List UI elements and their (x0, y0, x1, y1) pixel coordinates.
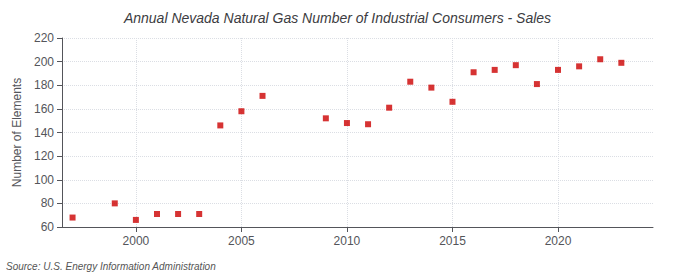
svg-text:140: 140 (34, 126, 54, 140)
svg-text:Source: U.S. Energy Informatio: Source: U.S. Energy Information Administ… (6, 261, 216, 272)
svg-text:2005: 2005 (228, 234, 255, 248)
svg-text:80: 80 (41, 196, 55, 210)
svg-text:Annual Nevada Natural Gas Numb: Annual Nevada Natural Gas Number of Indu… (123, 10, 551, 26)
svg-text:60: 60 (41, 220, 55, 234)
svg-text:200: 200 (34, 55, 54, 69)
svg-text:180: 180 (34, 78, 54, 92)
svg-text:220: 220 (34, 31, 54, 45)
svg-text:Number of Elements: Number of Elements (10, 78, 24, 187)
svg-text:120: 120 (34, 149, 54, 163)
svg-text:160: 160 (34, 102, 54, 116)
svg-text:2000: 2000 (123, 234, 150, 248)
svg-text:2020: 2020 (545, 234, 572, 248)
svg-text:2010: 2010 (334, 234, 361, 248)
svg-text:100: 100 (34, 173, 54, 187)
svg-text:2015: 2015 (439, 234, 466, 248)
